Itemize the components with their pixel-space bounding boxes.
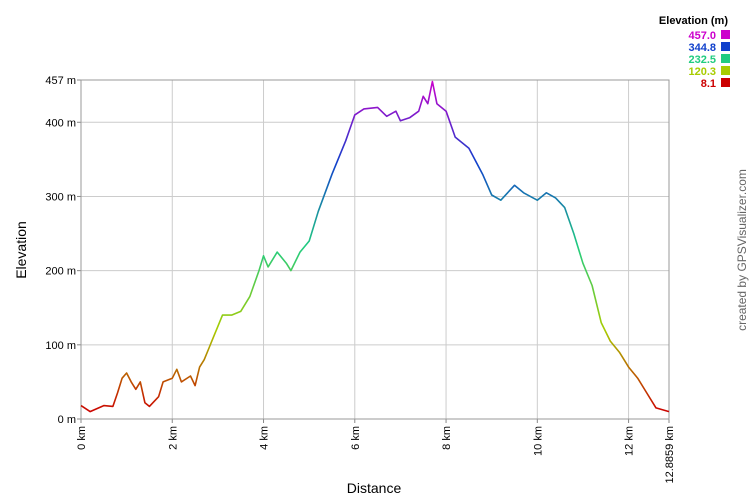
legend-swatch — [721, 78, 730, 87]
x-tick-label: 10 km — [532, 426, 544, 456]
legend-swatch — [721, 30, 730, 39]
x-tick-label: 6 km — [350, 426, 362, 450]
elevation-line — [80, 80, 670, 413]
credit: created by GPSVisualizer.com — [735, 169, 749, 331]
legend-label: 8.1 — [701, 78, 716, 90]
legend-label: 457.0 — [688, 30, 716, 42]
y-tick-label: 0 m — [58, 414, 76, 426]
x-tick-label: 2 km — [167, 426, 179, 450]
y-axis-label: Elevation — [13, 221, 29, 279]
legend-swatch — [721, 66, 730, 75]
legend-label: 232.5 — [688, 54, 716, 66]
x-tick-label: 12.8859 km — [664, 426, 676, 483]
legend-swatch — [721, 42, 730, 51]
x-tick-label: 4 km — [259, 426, 271, 450]
legend-label: 120.3 — [688, 66, 716, 78]
x-tick-label: 12 km — [624, 426, 636, 456]
y-tick-label: 300 m — [45, 191, 76, 203]
legend-label: 344.8 — [688, 42, 716, 54]
legend-title: Elevation (m) — [659, 15, 728, 27]
y-tick-label: 457 m — [45, 75, 76, 87]
x-tick-label: 0 km — [76, 426, 88, 450]
y-tick-label: 400 m — [45, 117, 76, 129]
y-tick-label: 200 m — [45, 266, 76, 278]
plot-border — [80, 79, 670, 420]
y-tick-label: 100 m — [45, 340, 76, 352]
x-tick-label: 8 km — [441, 426, 453, 450]
x-axis-label: Distance — [347, 480, 402, 496]
legend-swatch — [721, 54, 730, 63]
